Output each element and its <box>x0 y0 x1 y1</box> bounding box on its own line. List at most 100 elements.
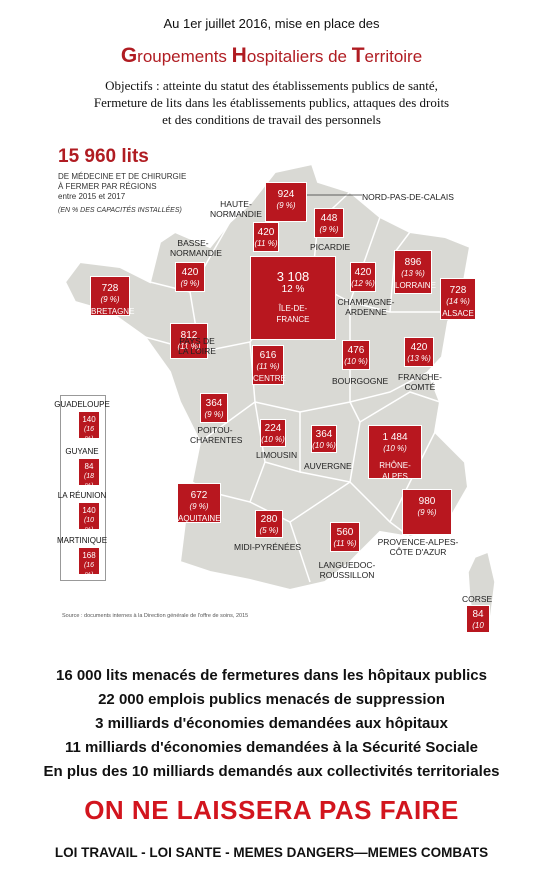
region-pct: (14 %) <box>446 297 470 306</box>
region-pct: (9 %) <box>100 295 120 304</box>
region-box-corse: 84 (10 %) <box>466 605 490 641</box>
region-value: 672 <box>190 490 208 501</box>
subtitle-note: (EN % DES CAPACITÉS INSTALLÉES) <box>58 207 182 214</box>
region-label-bretagne: BRETAGNE <box>91 307 135 316</box>
region-box-midi-pyrenees: 280 (5 %) <box>255 510 283 538</box>
region-box-champagne: 420 (12 %) <box>350 262 376 292</box>
region-label-lorraine: LORRAINE <box>395 281 436 290</box>
objective-line-1: Objectifs : atteinte du statut des établ… <box>105 78 438 93</box>
subtitle-line-3: entre 2015 et 2017 <box>58 192 126 201</box>
region-label-franche-comte: FRANCHE-COMTÉ <box>398 372 442 392</box>
region-label-bourgogne: BOURGOGNE <box>332 376 389 386</box>
region-pct: (9 %) <box>276 201 296 210</box>
region-pct: 12 % <box>281 284 305 295</box>
leader-line-nord <box>307 194 362 196</box>
title-letter-t: T <box>351 44 365 67</box>
region-box-idf: 3 108 12 % ÎLE-DE-FRANCE <box>250 256 336 340</box>
region-pct: (11 %) <box>177 342 201 351</box>
region-value: 448 <box>320 213 338 224</box>
region-pct: (5 %) <box>259 526 279 535</box>
region-value: 560 <box>336 527 354 538</box>
region-value: 980 <box>418 496 436 507</box>
region-box-languedoc: 560 (11 %) <box>330 522 360 552</box>
region-value: 224 <box>264 423 282 434</box>
overseas-box-guyane: 84 (18 %) <box>79 459 99 490</box>
region-label-champagne: CHAMPAGNE-ARDENNE <box>337 297 395 317</box>
region-pct: (10 %) <box>383 444 407 453</box>
overseas-value: 140 <box>82 415 96 424</box>
region-box-lorraine: 896 (13 %) LORRAINE <box>394 250 436 294</box>
region-label-basse-normandie: BASSE-NORMANDIE <box>170 238 222 258</box>
region-pct: (10 %) <box>472 621 484 641</box>
region-value: 420 <box>354 267 372 278</box>
fact-line-1: 16 000 lits menacés de fermetures dans l… <box>55 667 487 684</box>
region-box-auvergne: 364 (10 %) <box>311 425 337 453</box>
region-label-centre: CENTRE <box>253 374 286 383</box>
region-box-poitou: 364 (9 %) <box>200 393 228 423</box>
page-title: Groupements Hospitaliers de Territoire <box>0 44 543 68</box>
overseas-value: 168 <box>82 551 96 560</box>
region-value: 3 108 <box>276 269 310 284</box>
overseas-pct: (10 %) <box>83 517 95 534</box>
region-label-pays-loire: PAYS DE LA LOIRE <box>178 336 216 356</box>
overseas-box-guadeloupe: 140 (16 %) <box>79 412 99 443</box>
source-note: Source : documents internes à la Directi… <box>62 613 249 619</box>
region-box-centre: 616 (11 %) CENTRE <box>252 345 286 385</box>
region-value: 896 <box>404 257 422 268</box>
title-part-2: ospitaliers de <box>246 47 352 66</box>
objective-line-3: et des conditions de travail des personn… <box>162 112 381 127</box>
region-pct: (9 %) <box>180 279 200 288</box>
slogan: ON NE LAISSERA PAS FAIRE <box>84 795 459 825</box>
region-value: 616 <box>259 350 277 361</box>
region-value: 84 <box>472 609 484 620</box>
region-label-picardie: PICARDIE <box>310 242 351 252</box>
region-pct: (10 %) <box>344 357 368 366</box>
region-label-poitou: POITOU-CHARENTES <box>190 425 243 445</box>
overseas-pct: (18 %) <box>83 473 95 490</box>
region-label-paca: PROVENCE-ALPES-CÔTE D'AZUR <box>377 537 459 557</box>
region-pct: (10 %) <box>261 435 285 444</box>
overseas-label: LA RÉUNION <box>57 491 107 500</box>
region-pct: (9 %) <box>204 410 224 419</box>
region-box-basse-normandie: 420 (9 %) <box>175 262 205 292</box>
region-label-languedoc: LANGUEDOC-ROUSSILLON <box>318 560 376 580</box>
overseas-pct: (16 %) <box>83 426 95 443</box>
overseas-label: GUADELOUPE <box>54 400 110 409</box>
region-box-pays-loire: 812 (11 %) <box>170 323 208 359</box>
fact-line-4: 11 milliards d'économies demandées à la … <box>65 739 478 756</box>
region-box-picardie: 448 (9 %) <box>314 208 344 238</box>
fact-line-3: 3 milliards d'économies demandées aux hô… <box>95 715 448 732</box>
overseas-pct: (16 %) <box>83 562 95 579</box>
region-pct: (11 %) <box>333 539 357 548</box>
region-box-bourgogne: 476 (10 %) <box>342 340 370 370</box>
region-label-limousin: LIMOUSIN <box>256 450 298 460</box>
region-pct: (9 %) <box>319 225 339 234</box>
region-pct: (9 %) <box>417 508 437 517</box>
region-pct: (13 %) <box>401 269 425 278</box>
intro-text: Au 1er juillet 2016, mise en place des <box>163 16 380 31</box>
region-value: 364 <box>315 429 333 440</box>
fact-line-2: 22 000 emplois publics menacés de suppre… <box>98 691 445 708</box>
overseas-box-martinique: 168 (16 %) <box>79 548 99 579</box>
region-value: 420 <box>410 342 428 353</box>
region-label-nord: NORD-PAS-DE-CALAIS <box>362 192 454 202</box>
overseas-value: 84 <box>84 462 94 471</box>
region-label-midi-pyrenees: MIDI-PYRÉNÉES <box>234 542 302 552</box>
region-value: 728 <box>101 283 119 294</box>
region-value: 476 <box>347 345 365 356</box>
footer-text: LOI TRAVAIL - LOI SANTE - MEMES DANGERS—… <box>54 845 489 860</box>
region-box-nord: 924 (9 %) <box>265 182 307 222</box>
region-box-paca: 980 (9 %) <box>402 489 452 535</box>
region-box-rhone-alpes: 1 484 (10 %) RHÔNE-ALPES <box>368 425 422 481</box>
region-label-rhone-alpes: RHÔNE-ALPES <box>379 461 411 481</box>
objective-line-2: Fermeture de lits dans les établissement… <box>93 95 450 110</box>
region-label-haute-normandie: HAUTE-NORMANDIE <box>210 199 262 219</box>
title-part-3: erritoire <box>364 47 423 66</box>
subtitle-line-2: À FERMER PAR RÉGIONS <box>58 182 157 191</box>
region-label-alsace: ALSACE <box>442 309 474 318</box>
region-label-corse: CORSE <box>462 594 493 604</box>
region-label-aquitaine: AQUITAINE <box>178 514 221 523</box>
region-pct: (11 %) <box>256 362 280 371</box>
subtitle-line-1: DE MÉDECINE ET DE CHIRURGIE <box>58 172 187 181</box>
region-pct: (12 %) <box>351 279 375 288</box>
